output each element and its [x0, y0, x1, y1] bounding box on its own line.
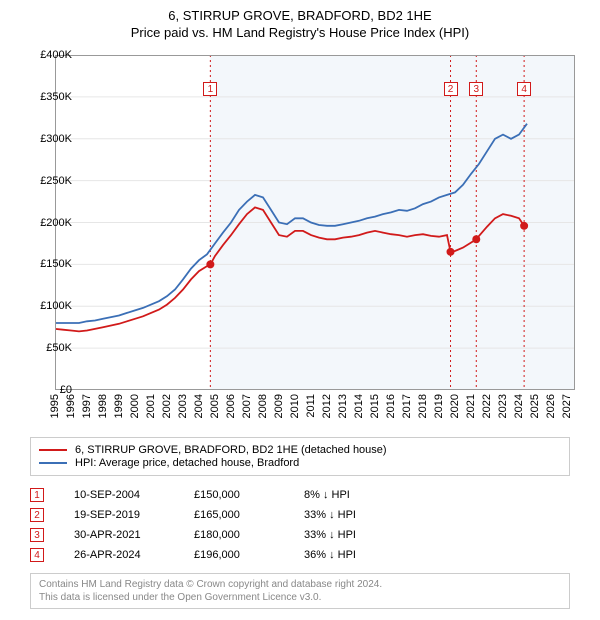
x-tick-label: 2014: [353, 394, 365, 418]
x-tick-label: 2016: [385, 394, 397, 418]
footer-line-1: Contains HM Land Registry data © Crown c…: [39, 578, 561, 591]
sales-price: £196,000: [194, 549, 304, 561]
x-tick-label: 2009: [273, 394, 285, 418]
y-tick-label: £100K: [40, 300, 72, 312]
sale-dot: [520, 222, 528, 230]
sales-marker: 1: [30, 488, 44, 502]
y-tick-label: £300K: [40, 133, 72, 145]
y-tick-label: £50K: [46, 342, 72, 354]
sale-dot: [206, 260, 214, 268]
sale-dot: [472, 235, 480, 243]
sales-row: 3 30-APR-2021£180,00033% ↓ HPI: [30, 527, 404, 543]
sales-diff: 36% ↓ HPI: [304, 549, 404, 561]
x-tick-label: 1996: [65, 394, 77, 418]
sales-diff: 33% ↓ HPI: [304, 509, 404, 521]
x-tick-label: 2025: [529, 394, 541, 418]
event-marker: 3: [469, 82, 483, 96]
x-tick-label: 2011: [305, 394, 317, 418]
x-tick-label: 2024: [513, 394, 525, 418]
attribution-footer: Contains HM Land Registry data © Crown c…: [30, 573, 570, 609]
legend-item: 6, STIRRUP GROVE, BRADFORD, BD2 1HE (det…: [39, 444, 561, 456]
sales-marker: 3: [30, 528, 44, 542]
x-tick-label: 2005: [209, 394, 221, 418]
event-marker: 2: [444, 82, 458, 96]
legend-item: HPI: Average price, detached house, Brad…: [39, 457, 561, 469]
x-tick-label: 1997: [81, 394, 93, 418]
x-tick-label: 2010: [289, 394, 301, 418]
footer-line-2: This data is licensed under the Open Gov…: [39, 591, 561, 604]
legend-label: HPI: Average price, detached house, Brad…: [75, 457, 299, 469]
plot-svg: [55, 55, 575, 390]
x-tick-label: 2023: [497, 394, 509, 418]
sales-diff: 33% ↓ HPI: [304, 529, 404, 541]
sales-price: £165,000: [194, 509, 304, 521]
x-tick-label: 1999: [113, 394, 125, 418]
x-tick-label: 1998: [97, 394, 109, 418]
sales-date: 19-SEP-2019: [74, 509, 194, 521]
x-tick-label: 2012: [321, 394, 333, 418]
x-tick-label: 2017: [401, 394, 413, 418]
x-tick-label: 1995: [49, 394, 61, 418]
legend: 6, STIRRUP GROVE, BRADFORD, BD2 1HE (det…: [30, 437, 570, 476]
y-tick-label: £400K: [40, 49, 72, 61]
x-tick-label: 2013: [337, 394, 349, 418]
sale-dot: [447, 248, 455, 256]
x-tick-label: 2015: [369, 394, 381, 418]
x-tick-label: 2004: [193, 394, 205, 418]
series-line: [55, 124, 527, 323]
event-marker: 1: [203, 82, 217, 96]
sale-points: [206, 222, 528, 269]
sales-row: 2 19-SEP-2019£165,00033% ↓ HPI: [30, 507, 404, 523]
data-series: [55, 124, 527, 332]
x-tick-label: 2026: [545, 394, 557, 418]
legend-label: 6, STIRRUP GROVE, BRADFORD, BD2 1HE (det…: [75, 444, 387, 456]
sales-diff: 8% ↓ HPI: [304, 489, 404, 501]
x-tick-label: 2000: [129, 394, 141, 418]
sales-row: 1 10-SEP-2004£150,0008% ↓ HPI: [30, 487, 404, 503]
y-tick-label: £250K: [40, 175, 72, 187]
event-marker: 4: [517, 82, 531, 96]
plot-area: 1 23 4: [55, 55, 575, 390]
x-tick-label: 2018: [417, 394, 429, 418]
y-tick-label: £150K: [40, 258, 72, 270]
sales-row: 4 26-APR-2024£196,00036% ↓ HPI: [30, 547, 404, 563]
sales-price: £150,000: [194, 489, 304, 501]
x-tick-label: 2002: [161, 394, 173, 418]
x-tick-label: 2006: [225, 394, 237, 418]
y-tick-label: £350K: [40, 91, 72, 103]
x-tick-label: 2022: [481, 394, 493, 418]
x-tick-label: 2007: [241, 394, 253, 418]
sales-date: 26-APR-2024: [74, 549, 194, 561]
x-tick-label: 2027: [561, 394, 573, 418]
gridlines: [55, 55, 575, 390]
sales-price: £180,000: [194, 529, 304, 541]
sales-marker: 2: [30, 508, 44, 522]
x-tick-label: 2001: [145, 394, 157, 418]
chart-subtitle: Price paid vs. HM Land Registry's House …: [0, 25, 600, 40]
x-tick-label: 2003: [177, 394, 189, 418]
x-tick-label: 2021: [465, 394, 477, 418]
sales-date: 30-APR-2021: [74, 529, 194, 541]
legend-swatch: [39, 462, 67, 464]
title-block: 6, STIRRUP GROVE, BRADFORD, BD2 1HE Pric…: [0, 0, 600, 40]
x-tick-label: 2008: [257, 394, 269, 418]
chart-title: 6, STIRRUP GROVE, BRADFORD, BD2 1HE: [0, 8, 600, 23]
sales-table: 1 10-SEP-2004£150,0008% ↓ HPI 2 19-SEP-2019…: [30, 483, 404, 567]
chart-container: 6, STIRRUP GROVE, BRADFORD, BD2 1HE Pric…: [0, 0, 600, 620]
legend-swatch: [39, 449, 67, 451]
x-tick-label: 2019: [433, 394, 445, 418]
sales-date: 10-SEP-2004: [74, 489, 194, 501]
y-tick-label: £200K: [40, 217, 72, 229]
x-tick-label: 2020: [449, 394, 461, 418]
sales-marker: 4: [30, 548, 44, 562]
